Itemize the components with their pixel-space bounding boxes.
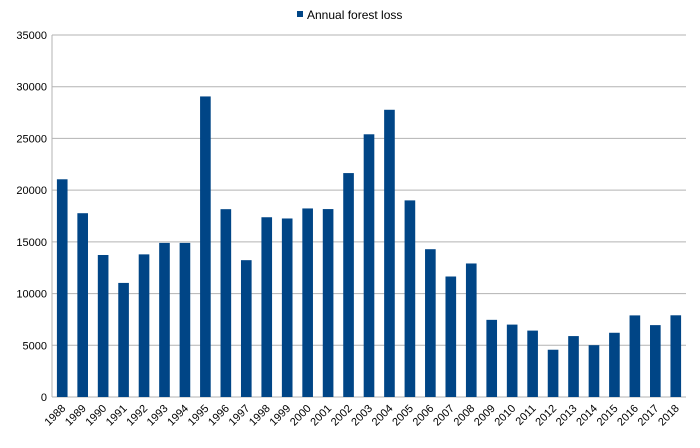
bar-2017 <box>650 325 661 397</box>
x-tick-label: 1998 <box>247 403 273 429</box>
x-tick-label: 2010 <box>492 403 518 429</box>
x-tick-label: 2018 <box>656 403 682 429</box>
x-tick-label: 2008 <box>452 403 478 429</box>
y-axis-tick-labels: 0 5000 10000 15000 20000 25000 30000 35000 <box>16 30 47 404</box>
bar-1994 <box>179 242 191 397</box>
x-tick-label: 2003 <box>349 403 375 429</box>
x-tick-label: 2009 <box>472 403 498 429</box>
x-tick-label: 2006 <box>411 403 437 429</box>
bar-2003 <box>363 134 375 397</box>
y-tick-label: 5000 <box>23 340 47 352</box>
x-tick-label: 2000 <box>288 403 314 429</box>
x-tick-label: 2004 <box>370 403 396 429</box>
x-tick-label: 2015 <box>595 403 621 429</box>
bar-2004 <box>384 109 395 397</box>
x-tick-label: 2017 <box>636 403 662 429</box>
bar-1992 <box>138 254 150 397</box>
bar-2012 <box>547 349 559 397</box>
bar-1997 <box>240 260 252 397</box>
x-tick-label: 1993 <box>145 403 171 429</box>
x-tick-label: 1994 <box>165 403 191 429</box>
bar-2016 <box>629 315 641 397</box>
bar-2014 <box>588 345 600 397</box>
bar-1991 <box>118 282 129 397</box>
x-tick-label: 2012 <box>533 403 559 429</box>
y-tick-label: 20000 <box>16 185 47 197</box>
legend-swatch <box>297 11 303 17</box>
bar-1993 <box>159 242 170 397</box>
x-tick-label: 1990 <box>83 403 109 429</box>
bar-1999 <box>281 218 293 397</box>
y-tick-label: 25000 <box>16 133 47 145</box>
bar-1995 <box>200 96 211 397</box>
bar-2013 <box>568 336 579 397</box>
bar-2000 <box>302 208 313 397</box>
x-tick-label: 1996 <box>206 403 232 429</box>
y-tick-label: 35000 <box>16 30 47 42</box>
bar-1996 <box>220 209 232 397</box>
x-tick-label: 1988 <box>43 403 69 429</box>
bar-2008 <box>465 263 477 397</box>
legend: Annual forest loss <box>297 8 402 22</box>
bar-2001 <box>322 209 334 397</box>
x-tick-label: 2007 <box>431 403 457 429</box>
bar-1990 <box>97 254 109 397</box>
x-tick-label: 1999 <box>268 403 294 429</box>
legend-label: Annual forest loss <box>307 8 402 22</box>
x-tick-label: 2011 <box>514 403 539 428</box>
y-tick-label: 30000 <box>16 82 47 94</box>
bar-2018 <box>670 315 682 397</box>
bar-1989 <box>77 213 88 397</box>
x-tick-label: 1989 <box>63 403 89 429</box>
x-tick-label: 1992 <box>124 403 150 429</box>
x-tick-label: 1995 <box>186 403 212 429</box>
bar-1998 <box>261 217 273 397</box>
x-tick-label: 1997 <box>227 403 253 429</box>
bar-2010 <box>506 324 518 397</box>
bar-2011 <box>527 330 538 397</box>
bar-2007 <box>445 276 457 397</box>
x-axis-tick-labels: 1988198919901991199219931994199519961997… <box>43 403 682 429</box>
bar-2009 <box>486 319 498 397</box>
x-tick-label: 2016 <box>615 403 641 429</box>
x-tick-label: 2002 <box>329 403 355 429</box>
x-tick-label: 1991 <box>104 403 130 429</box>
bar-2006 <box>425 249 436 397</box>
y-tick-label: 15000 <box>16 237 47 249</box>
x-tick-label: 2014 <box>574 403 600 429</box>
bar-2002 <box>343 173 354 397</box>
x-tick-label: 2013 <box>554 403 580 429</box>
y-tick-label: 0 <box>41 392 47 404</box>
x-tick-label: 2005 <box>390 403 416 429</box>
bar-2015 <box>609 332 620 397</box>
bars <box>56 96 682 397</box>
y-tick-label: 10000 <box>16 289 47 301</box>
x-tick-label: 2001 <box>308 403 334 429</box>
bar-1988 <box>56 179 68 397</box>
bar-2005 <box>404 200 416 397</box>
